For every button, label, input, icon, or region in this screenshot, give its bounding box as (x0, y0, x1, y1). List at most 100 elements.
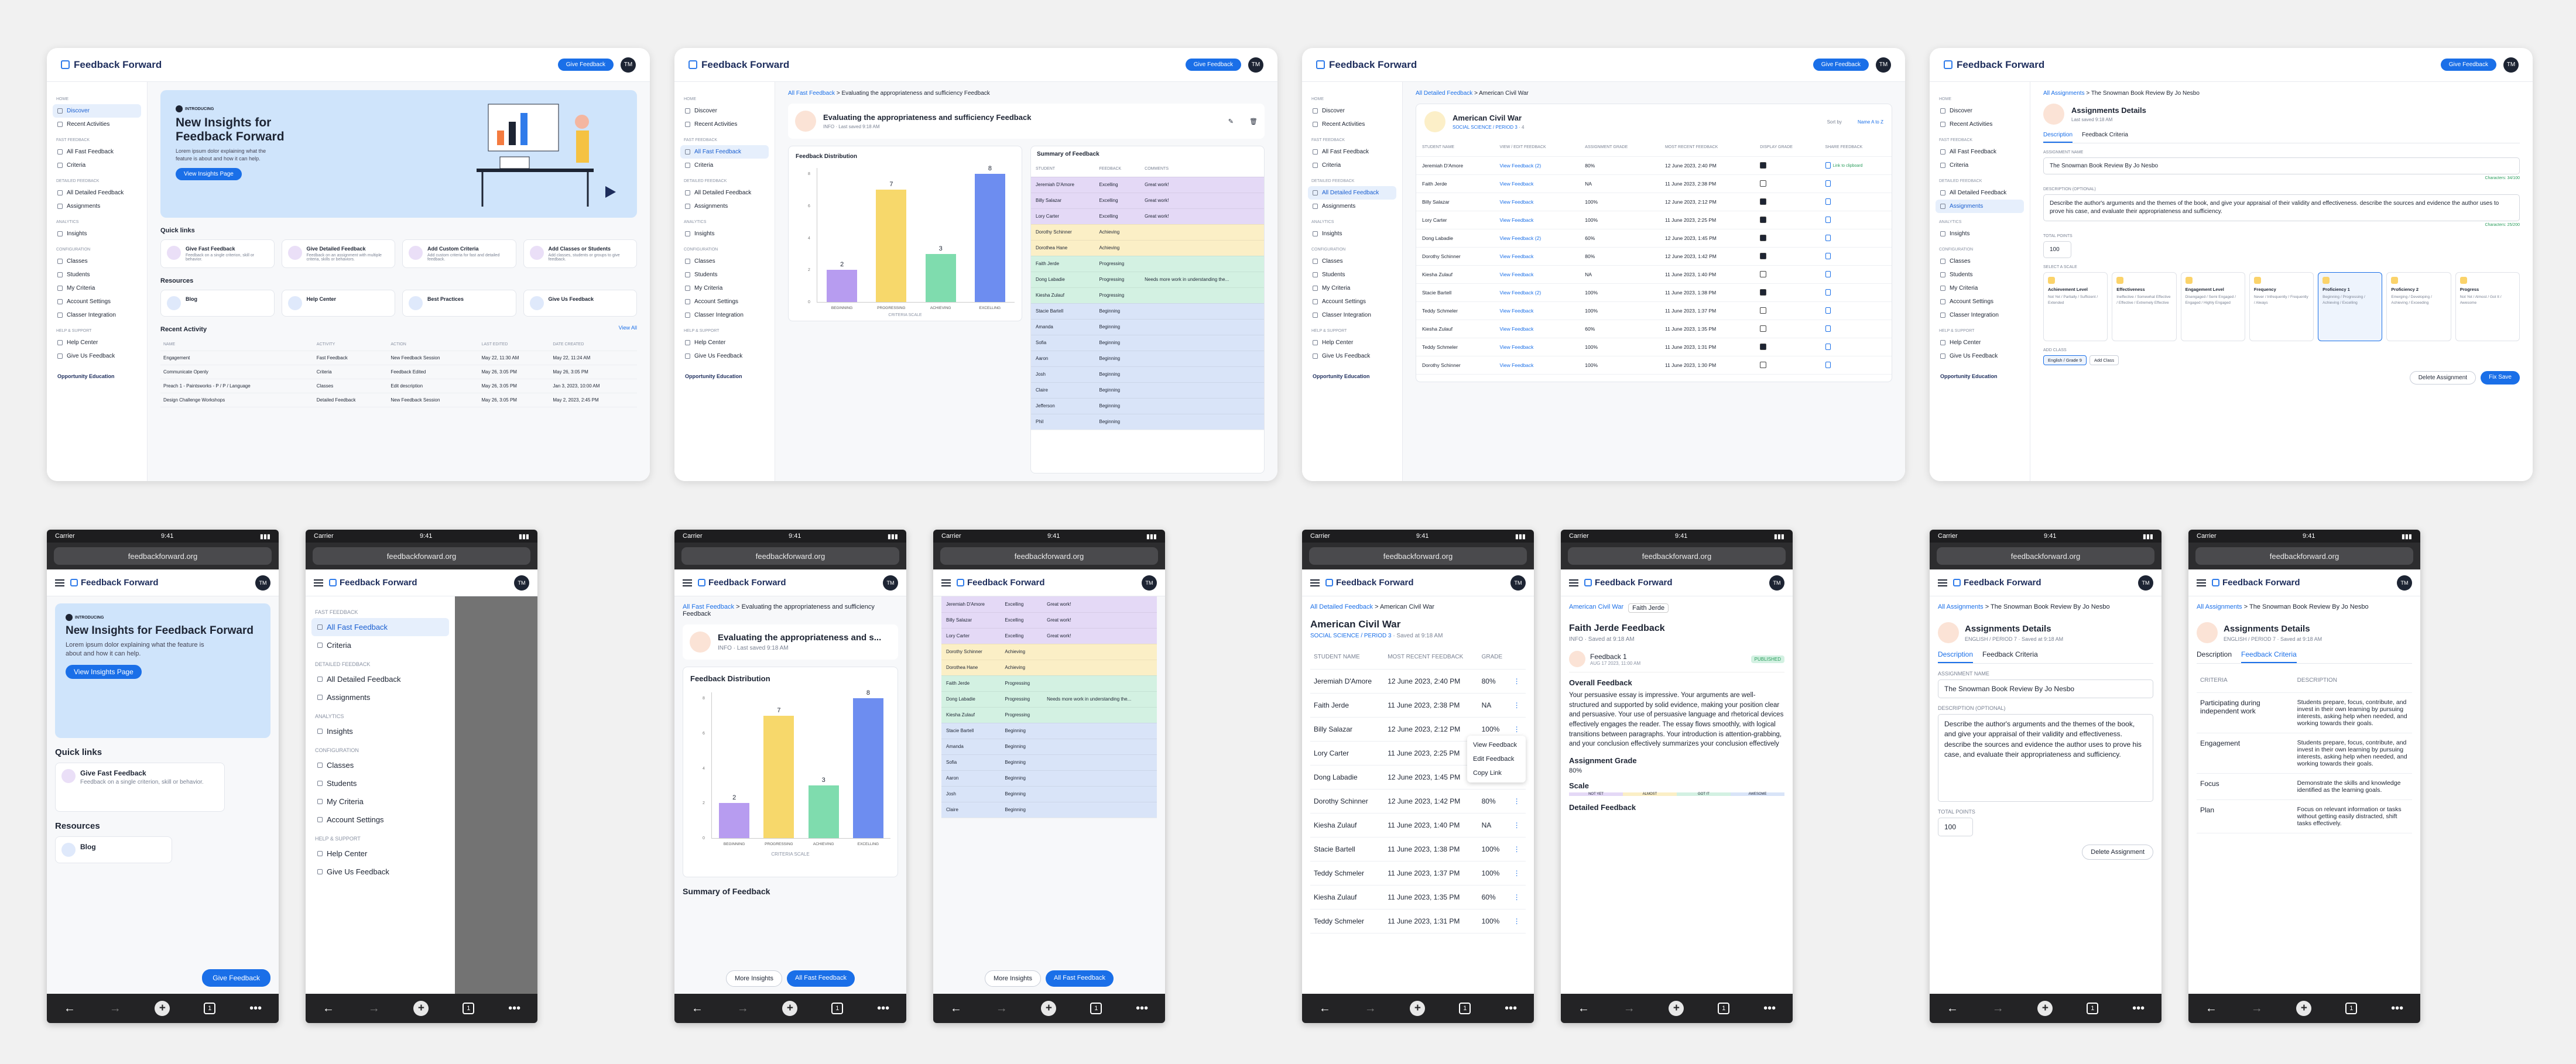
display-grade-checkbox[interactable] (1760, 162, 1767, 169)
back-icon[interactable]: ← (1946, 1001, 1958, 1015)
sidebar-item-integration[interactable]: Classer Integration (1936, 308, 2024, 322)
table-row[interactable]: Josh Beginning (1031, 366, 1264, 383)
sidebar-item-recent[interactable]: Recent Activities (680, 118, 769, 131)
breadcrumb-link[interactable]: All Detailed Feedback (1416, 90, 1473, 97)
back-icon[interactable]: ← (691, 1001, 703, 1015)
sidebar-item-insights[interactable]: Insights (1308, 227, 1396, 241)
display-grade-checkbox[interactable] (1760, 325, 1767, 332)
forward-icon[interactable]: → (109, 1001, 121, 1015)
table-row[interactable]: Communicate Openly Criteria Feedback Edite… (160, 365, 637, 379)
all-fast-feedback-button[interactable]: All Fast Feedback (786, 970, 855, 987)
scale-option[interactable]: Proficiency 2 Emerging / Developing / Ach… (2386, 272, 2451, 341)
app-logo[interactable]: Feedback Forward (1944, 59, 2044, 71)
tab-criteria[interactable]: Feedback Criteria (2082, 132, 2128, 138)
more-icon[interactable]: ••• (1505, 1001, 1517, 1015)
sidebar-item-assignments[interactable]: Assignments (1308, 200, 1396, 213)
table-row[interactable]: Claire Beginning (941, 802, 1157, 818)
table-row[interactable]: Preach 1 - Paintsworks - P / P / Languag… (160, 379, 637, 393)
view-feedback-link[interactable]: View Feedback (1493, 211, 1580, 229)
sidebar-item-account[interactable]: Account Settings (1308, 295, 1396, 308)
app-logo[interactable]: Feedback Forward (70, 578, 249, 588)
table-row[interactable]: Dorothy Schinner Achieving (1031, 224, 1264, 241)
view-feedback-link[interactable]: View Feedback (2) (1493, 156, 1580, 175)
display-grade-checkbox[interactable] (1760, 253, 1767, 260)
resource-help[interactable]: Help Center (281, 290, 395, 317)
sidebar-item-fast[interactable]: All Fast Feedback (680, 145, 769, 159)
avatar[interactable]: TM (1876, 57, 1891, 73)
sidebar-item-fast[interactable]: All Fast Feedback (311, 618, 449, 636)
view-feedback-link[interactable]: View Feedback (2) (1493, 283, 1580, 302)
url-field[interactable]: feedbackforward.org (681, 547, 899, 565)
table-row[interactable]: Teddy Schmeler View Feedback 100% 11 June 2… (1416, 301, 1892, 320)
sidebar-item-insights[interactable]: Insights (1936, 227, 2024, 241)
sidebar-item-give-us[interactable]: Give Us Feedback (311, 863, 449, 881)
table-row[interactable]: Engagement Students prepare, focus, contr… (2197, 733, 2412, 774)
table-row[interactable]: Lory Carter View Feedback 100% 11 June 2023… (1416, 211, 1892, 229)
sidebar-item-help[interactable]: Help Center (1308, 336, 1396, 349)
menu-icon[interactable] (1310, 579, 1320, 586)
avatar[interactable]: TM (2397, 575, 2412, 591)
forward-icon[interactable]: → (995, 1001, 1008, 1015)
table-row[interactable]: Josh Beginning (941, 786, 1157, 802)
student-select[interactable]: Faith Jerde (1628, 603, 1669, 613)
view-insights-button[interactable]: View Insights Page (176, 168, 242, 181)
assignment-name-input[interactable]: The Snowman Book Review By Jo Nesbo (2043, 157, 2520, 174)
view-feedback-link[interactable]: View Feedback (1493, 247, 1580, 266)
avatar[interactable]: TM (1510, 575, 1526, 591)
sidebar-item-help[interactable]: Help Center (680, 336, 769, 349)
avatar[interactable]: TM (2503, 57, 2519, 73)
more-icon[interactable]: ••• (1763, 1001, 1776, 1015)
sidebar-item-assignments[interactable]: Assignments (53, 200, 141, 213)
display-grade-checkbox[interactable] (1760, 362, 1767, 369)
copy-link-menu-item[interactable]: Copy Link (1473, 770, 1502, 777)
forward-icon[interactable]: → (2250, 1001, 2263, 1015)
table-row[interactable]: Sofia Beginning (1031, 335, 1264, 351)
more-icon[interactable]: ••• (249, 1001, 262, 1015)
sidebar-item-detailed[interactable]: All Detailed Feedback (1308, 186, 1396, 200)
sidebar-item-fast[interactable]: All Fast Feedback (1936, 145, 2024, 159)
scale-option[interactable]: Effectiveness Ineffective / Somewhat Effe… (2112, 272, 2177, 341)
sidebar-item-criteria[interactable]: Criteria (1936, 159, 2024, 172)
table-row[interactable]: Jefferson Beginning (1031, 398, 1264, 414)
sidebar-item-detailed[interactable]: All Detailed Feedback (680, 186, 769, 200)
menu-icon[interactable] (1938, 579, 1947, 586)
url-field[interactable]: feedbackforward.org (313, 547, 530, 565)
copy-link-icon[interactable] (1825, 235, 1831, 242)
sidebar-item-account[interactable]: Account Settings (53, 295, 141, 308)
display-grade-checkbox[interactable] (1760, 307, 1767, 314)
sidebar-item-give-us[interactable]: Give Us Feedback (1308, 349, 1396, 363)
tabs-icon[interactable]: 1 (204, 1003, 216, 1014)
display-grade-checkbox[interactable] (1760, 198, 1767, 205)
tab-criteria[interactable]: Feedback Criteria (1982, 650, 2038, 658)
table-row[interactable]: Billy Salazar View Feedback 100% 12 June 20… (1416, 193, 1892, 211)
new-tab-icon[interactable]: + (2037, 1001, 2053, 1016)
url-field[interactable]: feedbackforward.org (1937, 547, 2154, 565)
display-grade-checkbox[interactable] (1760, 235, 1767, 242)
sidebar-item-insights[interactable]: Insights (680, 227, 769, 241)
more-icon[interactable]: ••• (2391, 1001, 2404, 1015)
view-feedback-link[interactable]: View Feedback (1493, 301, 1580, 320)
more-icon[interactable]: ••• (508, 1001, 521, 1015)
chart-bar[interactable] (876, 190, 907, 302)
sidebar-item-recent[interactable]: Recent Activities (1936, 118, 2024, 131)
sidebar-item-detailed[interactable]: All Detailed Feedback (311, 670, 449, 688)
table-row[interactable]: Faith Jerde Progressing (1031, 256, 1264, 272)
sidebar-item-detailed[interactable]: All Detailed Feedback (1936, 186, 2024, 200)
new-tab-icon[interactable]: + (155, 1001, 170, 1016)
table-row[interactable]: Focus Demonstrate the skills and knowledg… (2197, 773, 2412, 800)
avatar[interactable]: TM (621, 57, 636, 73)
sidebar-item-account[interactable]: Account Settings (1936, 295, 2024, 308)
table-row[interactable]: Dorothea Hane Achieving (1031, 240, 1264, 256)
table-row[interactable]: Kiesha Zulauf 11 June 2023, 1:40 PM NA ⋮ (1310, 813, 1526, 838)
sidebar-item-students[interactable]: Students (311, 774, 449, 792)
menu-icon[interactable] (55, 579, 64, 586)
more-insights-button[interactable]: More Insights (725, 970, 782, 987)
new-tab-icon[interactable]: + (413, 1001, 429, 1016)
new-tab-icon[interactable]: + (2296, 1001, 2312, 1016)
sidebar-item-classes[interactable]: Classes (1936, 255, 2024, 268)
table-row[interactable]: Jeremiah D'Amore Excelling Great work! (941, 596, 1157, 613)
tabs-icon[interactable]: 1 (1090, 1003, 1102, 1014)
table-row[interactable]: Teddy Schmeler View Feedback 100% 11 June 2… (1416, 338, 1892, 356)
forward-icon[interactable]: → (368, 1001, 380, 1015)
chart-bar[interactable] (719, 803, 750, 838)
